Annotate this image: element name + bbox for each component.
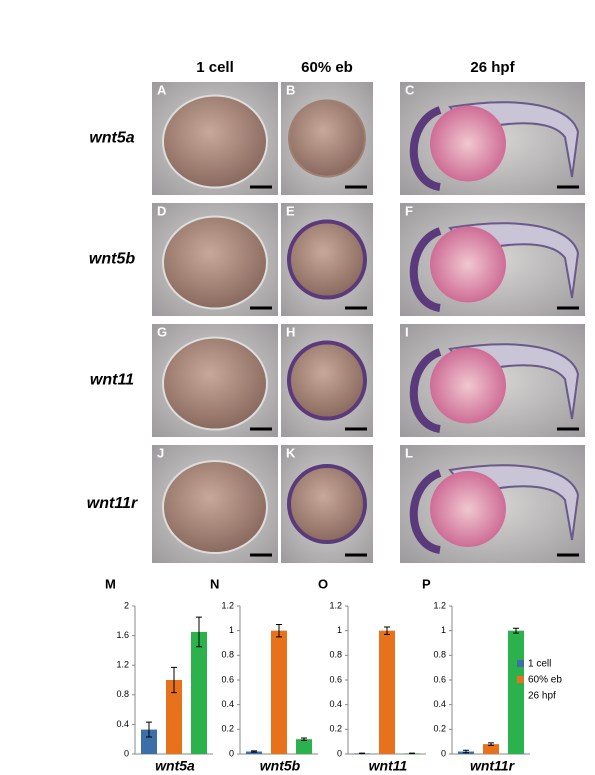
y-tick-label: 1.2 [221,600,234,610]
embryo-yolk [430,347,506,424]
legend-label: 1 cell [528,659,551,670]
y-tick-label: 0.4 [433,699,446,709]
legend-label: 60% eb [528,675,562,686]
legend-label: 26 hpf [528,691,556,702]
embryo [162,215,268,310]
y-tick-label: 0.2 [433,724,446,734]
embryo [287,219,367,300]
x-label: wnt5a [155,758,195,774]
y-tick-label: 0.6 [221,674,234,684]
panel-label: E [286,203,295,218]
bar [379,630,395,754]
panel-label: F [405,203,413,218]
x-label: wnt11 [369,758,408,774]
panel-label: I [405,324,409,339]
panel-label: H [286,324,295,339]
column-header: 60% eb [301,59,353,76]
embryo-head [409,227,442,312]
panel-label: J [157,445,164,460]
x-label: wnt11r [470,758,516,774]
y-tick-label: 0 [441,748,446,758]
legend-swatch [517,676,524,683]
y-tick-label: 0.8 [433,650,446,660]
embryo-head [409,348,442,433]
error-bar [488,742,494,746]
column-header: 26 hpf [470,59,515,76]
embryo [162,460,268,554]
error-bar [463,749,469,754]
y-tick-label: 0 [124,748,129,758]
bar [246,751,262,754]
embryo [287,340,367,421]
error-bar [276,624,282,638]
y-tick-label: 1 [441,625,446,635]
error-bar [251,750,257,753]
panel-label: N [210,576,219,591]
embryo [162,336,268,431]
panel-label: M [105,576,116,591]
y-tick-label: 0.8 [329,650,342,660]
y-tick-label: 2 [124,600,129,610]
panel-label: P [422,576,431,591]
error-bar [513,627,519,634]
error-bar [384,626,390,635]
row-label: wnt11 [90,372,134,389]
y-tick-label: 1 [337,625,342,635]
embryo-head [409,106,442,191]
panel-label: K [286,445,296,460]
bar [166,680,182,754]
y-tick-label: 0.8 [221,650,234,660]
bar [483,744,499,754]
bar [296,739,312,754]
panel-label: C [405,82,415,97]
y-tick-label: 1.2 [116,660,129,670]
y-tick-label: 0.6 [433,674,446,684]
legend-swatch [517,660,524,667]
panel-label: D [157,203,166,218]
error-bar [146,721,152,738]
y-tick-label: 1.2 [433,600,446,610]
error-bar [196,616,202,648]
y-tick-label: 0.8 [116,689,129,699]
y-tick-label: 0.2 [329,724,342,734]
error-bar [171,666,177,694]
bar [191,631,207,754]
y-tick-label: 0.6 [329,674,342,684]
panel-label: A [157,82,167,97]
y-tick-label: 0.4 [329,699,342,709]
y-tick-label: 0.4 [221,699,234,709]
y-tick-label: 1.6 [116,630,129,640]
embryo [288,99,366,178]
embryo-head [409,469,442,554]
embryo [162,94,268,189]
y-tick-label: 0.2 [221,724,234,734]
panel-label: L [405,445,413,460]
embryo-yolk [430,105,506,182]
bar [271,630,287,754]
embryo [287,464,367,544]
column-header: 1 cell [196,59,234,76]
y-tick-label: 0 [229,748,234,758]
panel-label: G [157,324,167,339]
row-label: wnt11r [87,495,138,512]
panel-label: B [286,82,295,97]
bar [141,729,157,754]
error-bar [301,737,307,741]
embryo-yolk [430,226,506,303]
y-tick-label: 1 [229,625,234,635]
panel-label: O [318,576,328,591]
row-label: wnt5a [89,130,134,147]
y-tick-label: 1.2 [329,600,342,610]
x-label: wnt5b [260,758,301,774]
y-tick-label: 0 [337,748,342,758]
legend-swatch [517,692,524,699]
y-tick-label: 0.4 [116,719,129,729]
row-label: wnt5b [89,251,135,268]
embryo-yolk [430,471,506,547]
